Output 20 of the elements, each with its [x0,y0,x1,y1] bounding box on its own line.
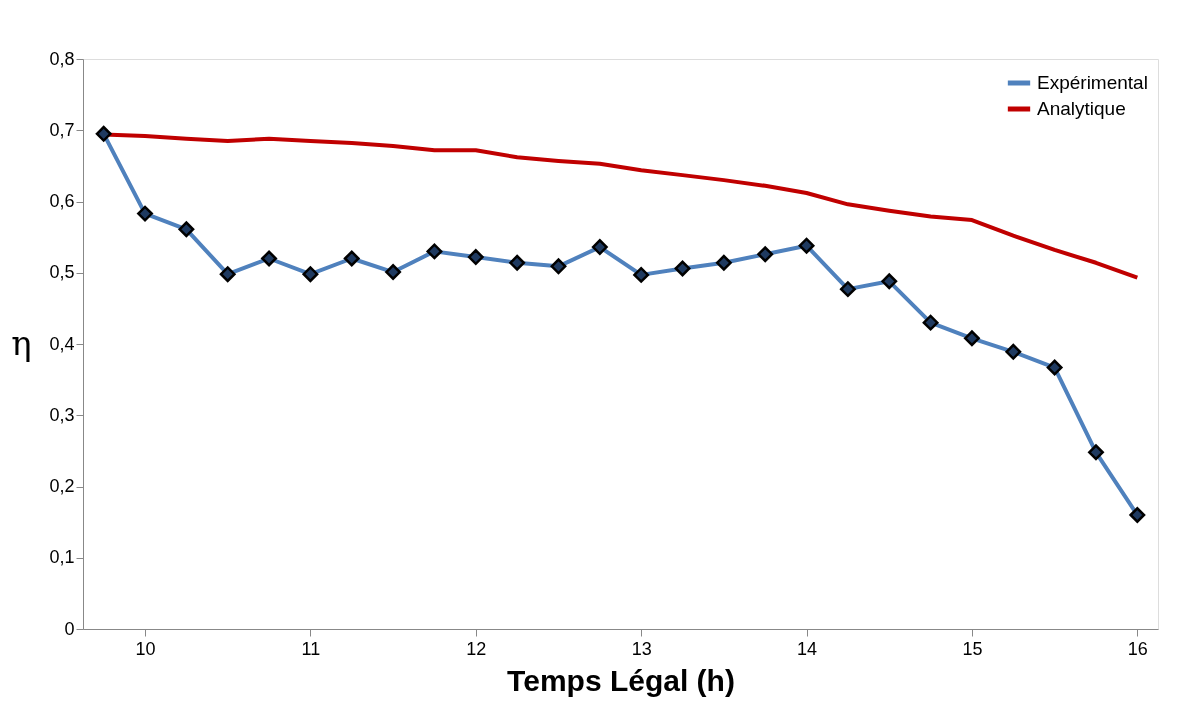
y-tick-label: 0,2 [49,476,75,496]
y-tick-label: 0 [64,618,75,639]
x-tick-label: 13 [631,638,652,659]
legend-label: Analytique [1037,98,1126,119]
legend-label: Expérimental [1037,72,1148,93]
y-tick-label: 0,4 [49,333,75,354]
y-tick-label: 0,1 [49,547,75,568]
x-tick-label: 12 [466,638,487,659]
x-tick-label: 10 [135,638,156,659]
y-tick-label: 0,7 [49,119,75,140]
y-tick-label: 0,8 [49,48,75,69]
y-tick-label: 0,5 [49,262,75,283]
x-tick-label: 11 [301,638,321,659]
x-axis-title: Temps Légal (h) [507,663,735,697]
x-tick-label: 15 [962,638,983,659]
y-axis-title: η [11,322,32,363]
x-tick-label: 14 [797,638,818,659]
x-tick-label: 16 [1127,638,1148,659]
y-tick-label: 0,3 [49,404,75,425]
y-tick-label: 0,6 [49,191,75,211]
